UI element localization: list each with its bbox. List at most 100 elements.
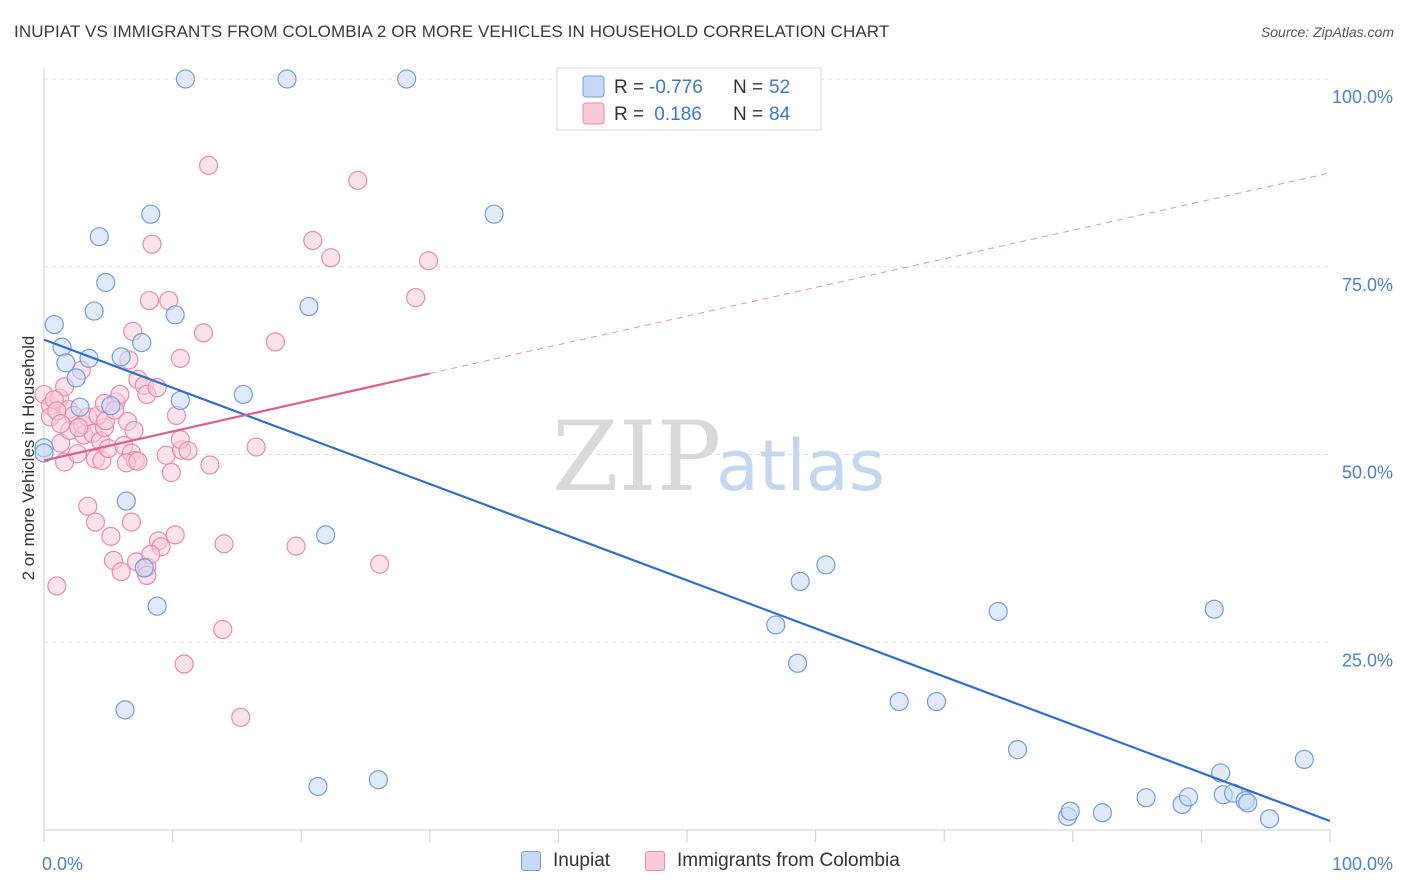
bottom-legend-swatch-blue [521, 851, 541, 871]
blue-point-43 [1178, 787, 1199, 807]
blue-point-8 [299, 296, 319, 317]
y-axis-label: 2 or more Vehicles in Household [19, 336, 38, 581]
blue-point-20 [70, 397, 90, 417]
blue-point-23 [116, 491, 136, 511]
watermark-atlas: atlas [716, 425, 885, 507]
trend-line-colombia [43, 372, 431, 462]
source-label: Source: ZipAtlas.com [1260, 24, 1394, 40]
blue-point-2 [397, 69, 417, 89]
pink-point-79 [51, 414, 71, 434]
blue-point-36 [988, 601, 1008, 622]
bottom-legend: Inupiat Immigrants from Colombia [0, 850, 1406, 880]
blue-point-16 [111, 347, 131, 367]
blue-point-13 [56, 353, 76, 373]
blue-point-40 [1092, 803, 1112, 823]
watermark-zip: ZIP [552, 401, 721, 513]
bottom-legend-label-inupiat: Inupiat [553, 850, 611, 871]
blue-point-17 [233, 384, 253, 405]
blue-point-32 [787, 653, 808, 673]
bottom-legend-swatch-pink [645, 851, 665, 871]
blue-point-0 [175, 69, 196, 89]
bottom-legend-label-colombia: Immigrants from Colombia [677, 850, 900, 871]
pink-point-71 [213, 619, 233, 640]
y-tick-label-0: 100.0% [1332, 87, 1393, 107]
blue-point-25 [134, 558, 154, 578]
trend-line-colombia-extension [429, 172, 1331, 374]
blue-point-30 [766, 615, 786, 635]
blue-point-31 [790, 571, 810, 592]
pink-point-53 [265, 332, 286, 352]
blue-point-33 [816, 555, 836, 575]
pink-point-38 [178, 441, 198, 461]
pink-point-73 [231, 707, 251, 727]
legend-r-value-1: -0.776 [649, 77, 703, 98]
blue-point-12 [132, 333, 152, 353]
chart-title: INUPIAT VS IMMIGRANTS FROM COLOMBIA 2 OR… [14, 22, 890, 41]
blue-point-4 [484, 204, 504, 224]
pink-point-44 [139, 290, 160, 311]
x-tick-marks [43, 830, 1331, 842]
pink-point-54 [246, 437, 266, 457]
blue-point-28 [308, 776, 328, 797]
pink-point-59 [165, 525, 185, 545]
x-tick-label-max: 100.0% [1332, 854, 1393, 874]
trend-lines [43, 172, 1331, 823]
legend-r-label-2: R = [614, 104, 644, 125]
pink-point-55 [78, 496, 98, 516]
blue-point-35 [926, 691, 947, 712]
pink-point-58 [121, 512, 142, 532]
blue-point-3 [141, 204, 161, 224]
blue-point-14 [66, 368, 86, 388]
bottom-legend-item-colombia: Immigrants from Colombia [645, 850, 900, 872]
pink-point-66 [111, 562, 131, 582]
legend-n-value-2: 84 [769, 104, 791, 125]
blue-series-points [34, 69, 1314, 829]
pink-point-64 [370, 554, 390, 574]
bottom-legend-item-inupiat: Inupiat [521, 850, 610, 872]
pink-point-74 [47, 576, 67, 596]
blue-point-41 [1136, 788, 1156, 808]
blue-point-27 [115, 700, 135, 720]
blue-point-5 [89, 227, 109, 247]
legend-swatch-blue [582, 75, 605, 98]
legend-n-label-1: N = [733, 77, 763, 98]
blue-point-50 [1259, 809, 1280, 829]
legend-box: R = -0.776 N = 52 R = 0.186 N = 84 [556, 67, 822, 131]
legend-n-value-1: 52 [769, 77, 790, 98]
legend-r-label-1: R = [614, 77, 644, 98]
pink-point-72 [174, 654, 194, 674]
blue-point-7 [84, 301, 104, 321]
x-tick-label-min: 0.0% [42, 854, 83, 874]
blue-point-37 [1007, 740, 1028, 760]
pink-point-39 [200, 455, 220, 475]
blue-point-29 [368, 770, 388, 790]
legend-r-value-2: 0.186 [649, 104, 702, 125]
blue-point-24 [316, 525, 336, 545]
blue-point-9 [165, 305, 185, 325]
pink-point-52 [418, 251, 439, 271]
y-tick-label-1: 75.0% [1342, 275, 1393, 295]
pink-point-42 [170, 348, 190, 368]
legend-n-label-2: N = [733, 104, 763, 125]
pink-point-57 [101, 526, 121, 546]
trend-line-inupiat [43, 338, 1331, 823]
blue-point-26 [147, 596, 167, 616]
y-tick-labels: 100.0% 75.0% 50.0% 25.0% [1332, 87, 1393, 670]
pink-point-35 [161, 462, 181, 483]
pink-point-63 [286, 536, 306, 556]
blue-point-48 [1238, 793, 1258, 813]
blue-point-39 [1060, 801, 1080, 821]
pink-point-50 [348, 170, 368, 190]
blue-point-51 [1294, 749, 1314, 770]
pink-point-47 [199, 155, 219, 175]
pink-point-77 [69, 417, 89, 438]
pink-point-83 [128, 451, 148, 471]
pink-point-51 [406, 287, 426, 308]
blue-point-6 [96, 272, 116, 293]
pink-point-43 [193, 323, 214, 343]
legend-swatch-pink [582, 102, 605, 125]
blue-point-10 [44, 314, 64, 335]
blue-point-22 [34, 443, 54, 463]
blue-point-34 [889, 691, 909, 712]
